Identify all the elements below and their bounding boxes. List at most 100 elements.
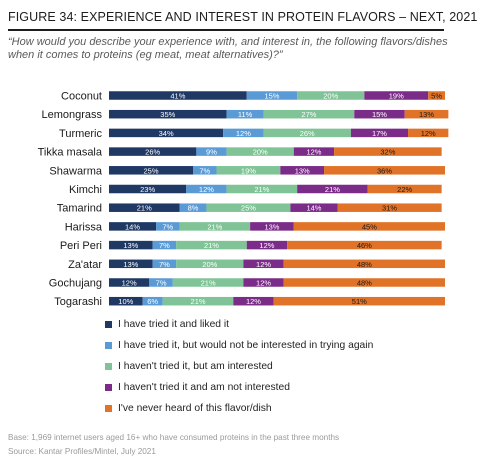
bar-segment	[287, 240, 442, 250]
bar-segment	[179, 203, 207, 212]
data-label: 13%	[123, 241, 138, 250]
legend-label: I have tried it, but would not be intere…	[118, 339, 374, 351]
legend-label: I have tried it and liked it	[118, 318, 230, 330]
bar-segment	[226, 184, 298, 194]
figure-title: FIGURE 34: EXPERIENCE AND INTEREST IN PR…	[8, 10, 478, 24]
data-label: 12%	[259, 241, 274, 250]
data-label: 14%	[125, 222, 140, 231]
data-label: 13%	[295, 166, 310, 175]
bar-segment	[273, 296, 445, 306]
bar-segment	[226, 109, 264, 119]
legend-label: I haven't tried it, but am interested	[118, 360, 273, 372]
category-label: Peri Peri	[60, 240, 102, 252]
bar-segment	[290, 203, 338, 212]
data-label: 20%	[202, 260, 217, 269]
data-label: 12%	[236, 129, 251, 138]
bar-segment	[216, 166, 281, 175]
bar-segment	[176, 259, 244, 269]
legend-swatch	[105, 341, 112, 349]
legend-label: I've never heard of this flavor/dish	[118, 403, 272, 415]
data-label: 31%	[382, 204, 397, 213]
category-label: Gochujang	[49, 278, 102, 290]
data-label: 15%	[264, 92, 279, 101]
data-label: 25%	[241, 204, 256, 213]
bar-segment	[142, 296, 163, 306]
data-label: 51%	[352, 297, 367, 306]
bar-segment	[233, 296, 274, 306]
data-label: 12%	[306, 148, 321, 157]
bar-segment	[206, 203, 291, 212]
data-label: 25%	[143, 166, 158, 175]
data-label: 6%	[147, 297, 158, 306]
bar-segment	[109, 166, 193, 175]
bar-segment	[324, 166, 445, 175]
bar-segment	[263, 128, 351, 138]
data-label: 19%	[389, 92, 404, 101]
data-label: 13%	[419, 110, 434, 119]
data-label: 21%	[191, 297, 206, 306]
bar-segment	[280, 166, 325, 175]
data-label: 7%	[162, 222, 173, 231]
data-label: 21%	[254, 185, 269, 194]
data-label: 17%	[372, 129, 387, 138]
data-label: 26%	[145, 148, 160, 157]
category-label: Lemongrass	[41, 109, 102, 121]
bar-segment	[156, 222, 180, 231]
bar-segment	[243, 259, 284, 269]
bar-segment	[263, 109, 355, 119]
data-label: 5%	[431, 92, 442, 101]
data-label: 26%	[300, 129, 315, 138]
bar-segment	[223, 128, 264, 138]
data-label: 12%	[421, 129, 436, 138]
bar-segment	[172, 278, 244, 287]
data-label: 20%	[323, 92, 338, 101]
bar-segment	[364, 91, 429, 100]
data-label: 32%	[380, 148, 395, 157]
bar-segment	[109, 222, 157, 231]
bar-segment	[428, 91, 445, 100]
bar-segment	[176, 240, 247, 250]
legend-item-tried-not-again: I have tried it, but would not be intere…	[105, 335, 373, 355]
data-label: 21%	[325, 185, 340, 194]
bar-segment	[293, 147, 335, 156]
legend-swatch	[105, 320, 112, 328]
data-label: 13%	[123, 260, 138, 269]
bar-segment	[109, 203, 180, 212]
legend-label: I haven't tried it and am not interested	[118, 382, 290, 394]
category-label: Turmeric	[59, 128, 102, 140]
legend-item-never-heard: I've never heard of this flavor/dish	[105, 399, 373, 419]
data-label: 21%	[204, 241, 219, 250]
data-label: 45%	[362, 222, 377, 231]
data-label: 48%	[357, 279, 372, 288]
data-label: 10%	[118, 297, 133, 306]
bar-segment	[109, 296, 143, 306]
data-label: 41%	[170, 92, 185, 101]
data-label: 20%	[253, 148, 268, 157]
bar-segment	[152, 259, 177, 269]
bar-segment	[109, 128, 224, 138]
data-label: 7%	[199, 166, 210, 175]
data-label: 27%	[301, 110, 316, 119]
data-label: 46%	[357, 241, 372, 250]
legend-swatch	[105, 405, 112, 413]
data-label: 34%	[159, 129, 174, 138]
bar-segment	[196, 147, 227, 156]
bar-segment	[149, 278, 173, 287]
data-label: 23%	[140, 185, 155, 194]
data-label: 22%	[397, 185, 412, 194]
legend-item-not-tried-interested: I haven't tried it, but am interested	[105, 356, 373, 376]
category-label: Tikka masala	[38, 147, 103, 159]
bar-segment	[162, 296, 234, 306]
bar-segment	[297, 184, 368, 194]
bar-segment	[243, 278, 284, 287]
bar-segment	[109, 259, 153, 269]
data-label: 15%	[372, 110, 387, 119]
data-label: 14%	[306, 204, 321, 213]
data-label: 12%	[199, 185, 214, 194]
bar-segment	[354, 109, 405, 119]
bar-segment	[193, 166, 217, 175]
data-label: 35%	[160, 110, 175, 119]
data-label: 13%	[264, 222, 279, 231]
category-label: Kimchi	[69, 184, 102, 196]
footnote-source: Source: Kantar Profiles/Mintel, July 202…	[8, 447, 156, 456]
